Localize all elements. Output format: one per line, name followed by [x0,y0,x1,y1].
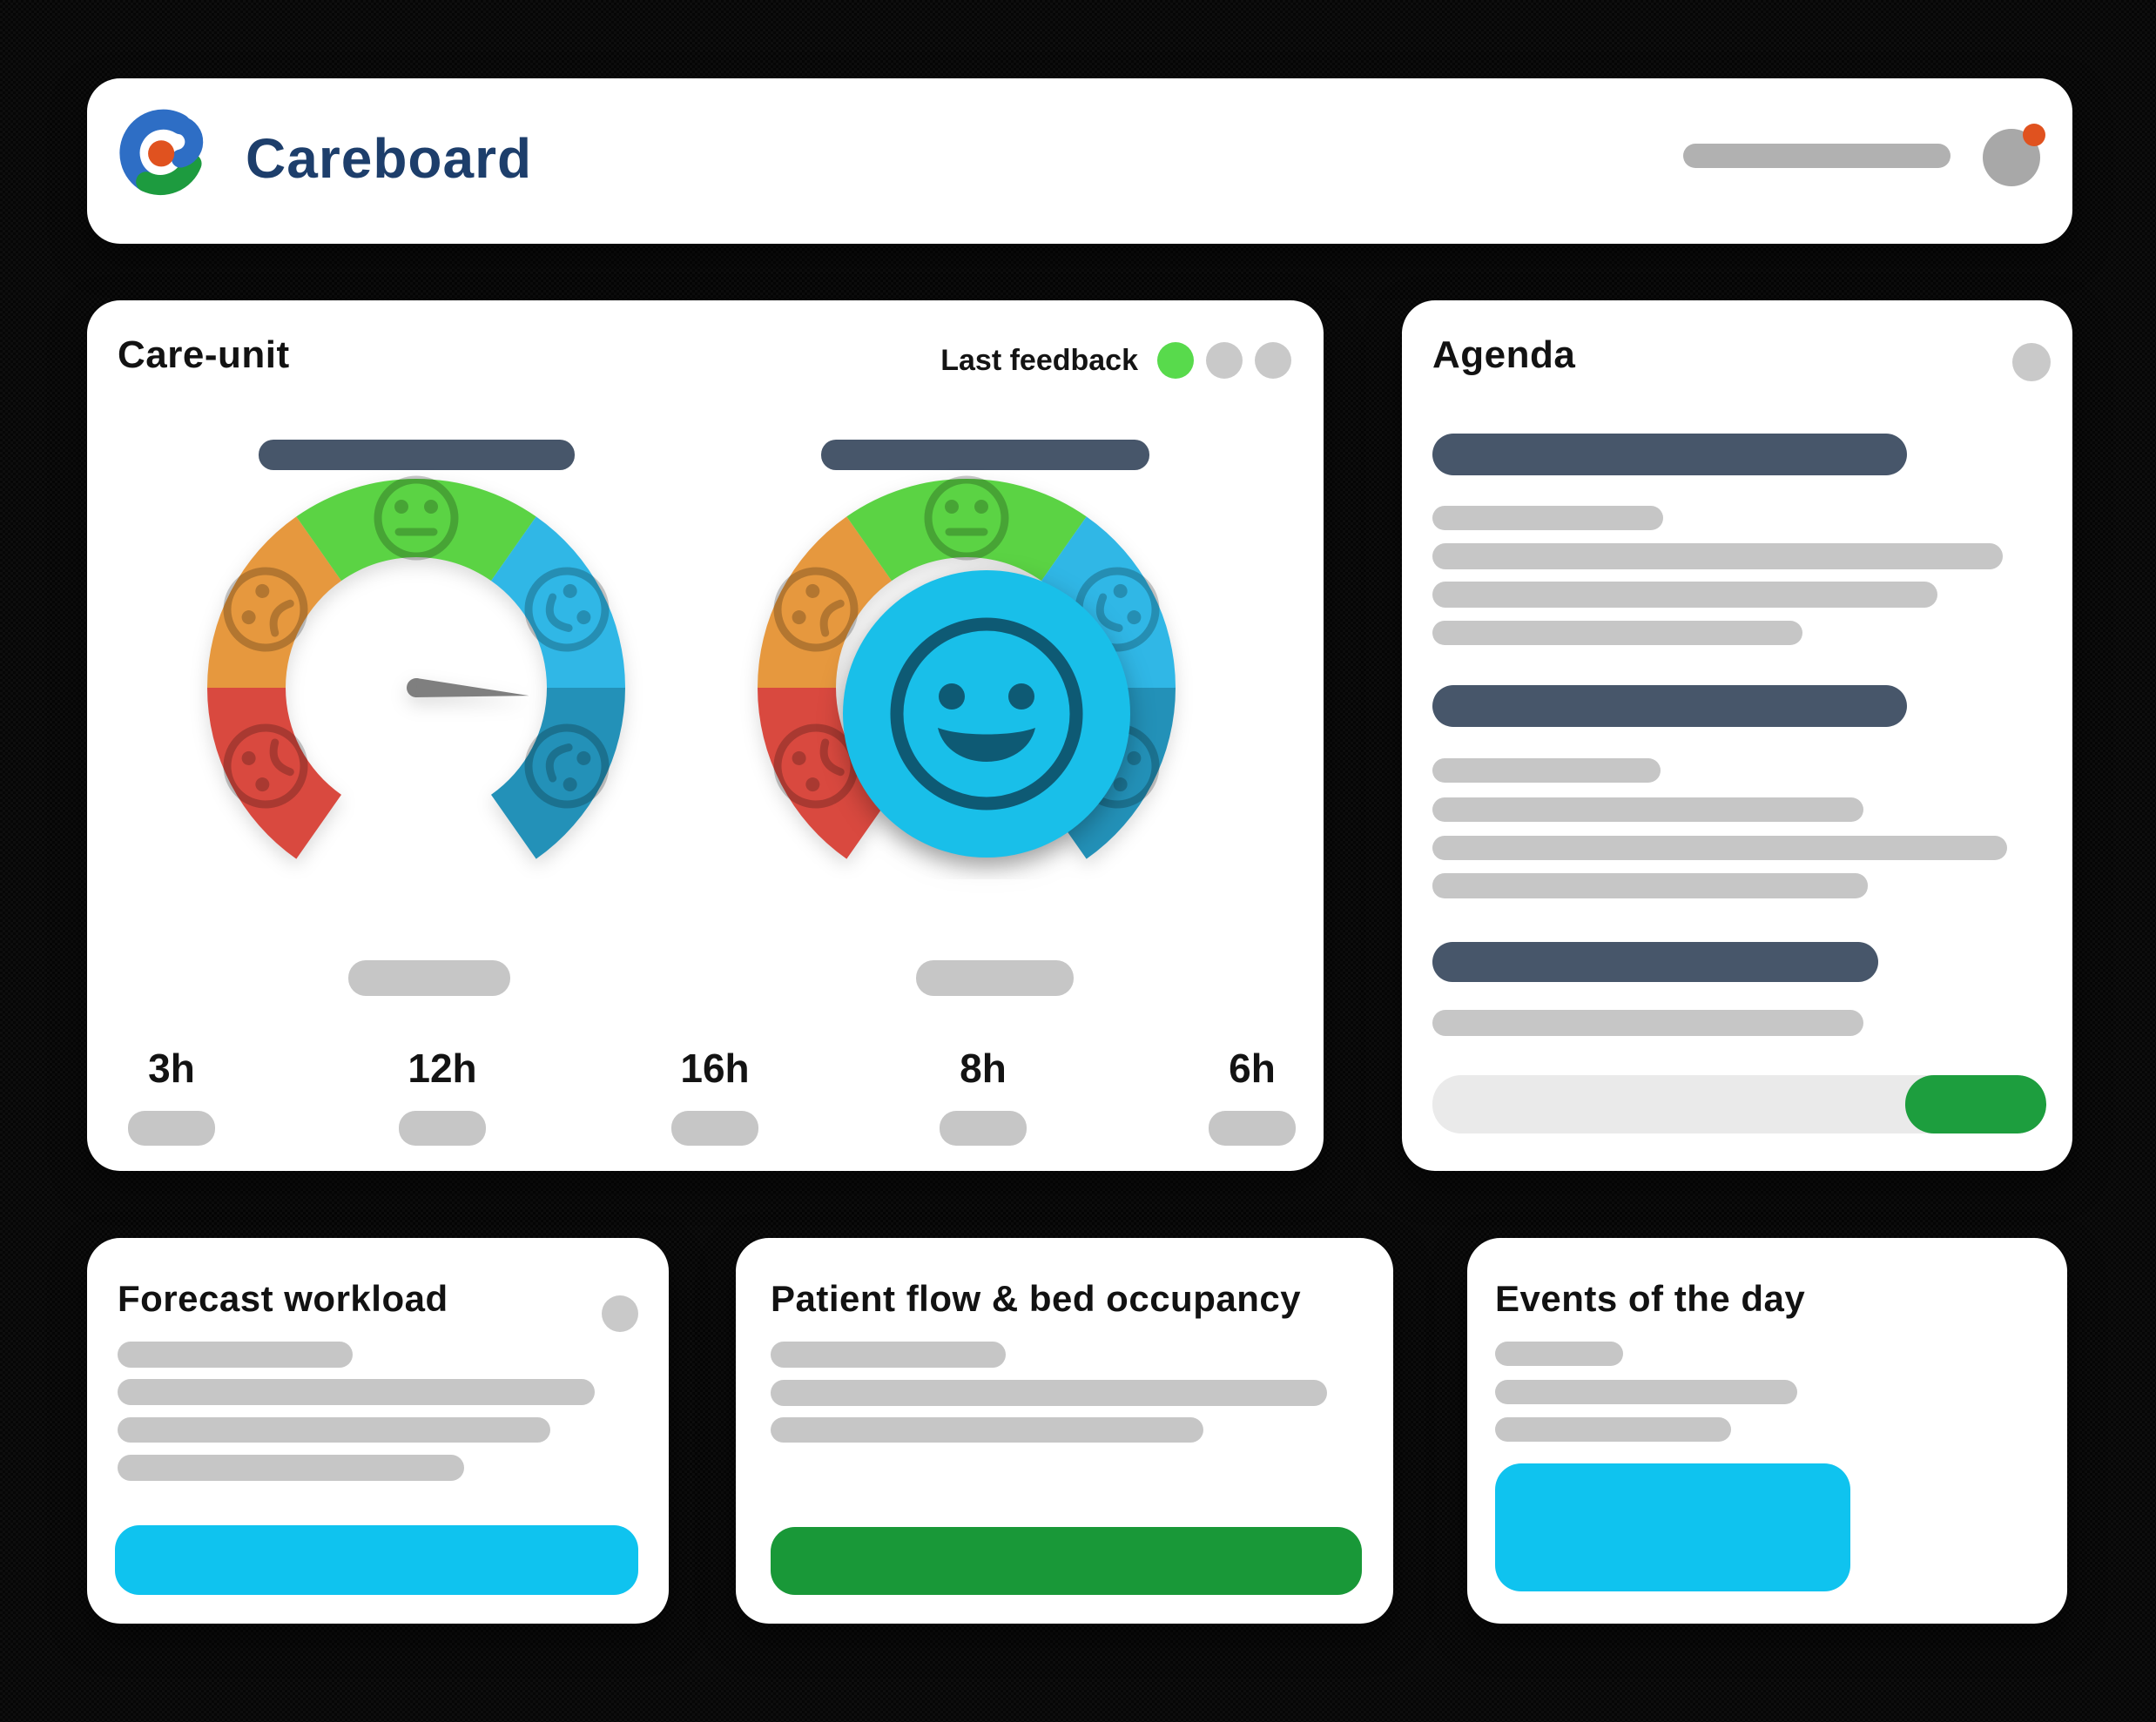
agenda-section-header-placeholder [1432,434,1907,475]
events-line-placeholder [1495,1342,1623,1366]
agenda-item-placeholder [1432,1010,1863,1036]
sad-face-icon [773,567,859,652]
agenda-item-placeholder [1432,582,1937,608]
gauge1-title-placeholder [259,440,575,470]
gauge2-title-placeholder [821,440,1149,470]
gauge-segment-unhappy[interactable] [207,516,341,688]
patient-flow-action-button[interactable] [771,1527,1362,1595]
happy-face-icon [890,617,1083,811]
agenda-item-placeholder [1432,836,2007,860]
forecast-action-button[interactable] [115,1525,638,1595]
gauge-segment-neutral[interactable] [846,478,1087,582]
gauge-segment-neutral[interactable] [296,478,536,582]
agenda-item-placeholder [1432,873,1868,898]
agenda-options-dot[interactable] [2012,343,2051,381]
feedback-dot-oldest[interactable] [1255,342,1291,379]
time-slot-placeholder [671,1111,758,1146]
app-header: Careboard [87,78,2072,244]
careboard-logo-icon [119,109,204,196]
forecast-line-placeholder [118,1455,464,1481]
neutral-face-icon [374,475,459,561]
time-slot-6h[interactable]: 6h [1182,1045,1322,1146]
agenda-progress-fill [1904,1075,2046,1133]
happy-face-icon [524,723,610,809]
time-slot-placeholder [1209,1111,1296,1146]
feedback-dot-older[interactable] [1206,342,1243,379]
gauge2-value-placeholder [916,960,1074,996]
events-line-placeholder [1495,1380,1797,1404]
time-label: 6h [1229,1046,1276,1091]
forecast-line-placeholder [118,1342,353,1368]
agenda-item-placeholder [1432,797,1863,822]
agenda-card: Agenda [1402,300,2072,1171]
agenda-item-placeholder [1432,543,2003,569]
forecast-line-placeholder [118,1417,550,1443]
gauge-segment-unhappy[interactable] [758,516,892,688]
time-slot-placeholder [399,1111,486,1146]
time-label: 16h [680,1046,750,1091]
care-unit-title: Care-unit [118,333,290,376]
forecast-line-placeholder [118,1379,595,1405]
feedback-gauge-needle [206,475,625,859]
time-label: 8h [960,1046,1007,1091]
patient-line-placeholder [771,1380,1327,1406]
agenda-section-header-placeholder [1432,942,1878,982]
forecast-title: Forecast workload [118,1278,448,1319]
gauge1-value-placeholder [348,960,510,996]
time-slot-8h[interactable]: 8h [913,1045,1053,1146]
header-menu-placeholder[interactable] [1683,144,1951,168]
time-slot-12h[interactable]: 12h [373,1045,512,1146]
agenda-progress-bar [1432,1075,2046,1133]
agenda-item-placeholder [1432,506,1663,530]
events-highlight-block[interactable] [1495,1463,1850,1591]
forecast-workload-card: Forecast workload [87,1238,669,1624]
selected-feedback-smiley[interactable] [843,570,1130,858]
agenda-item-placeholder [1432,621,1802,645]
events-title: Events of the day [1495,1278,1806,1319]
sad-face-icon [223,567,308,652]
care-unit-card: Care-unit Last feedback [87,300,1324,1171]
sad-face-icon [223,723,308,809]
time-label: 3h [148,1046,195,1091]
time-slot-3h[interactable]: 3h [102,1045,241,1146]
patient-flow-title: Patient flow & bed occupancy [771,1278,1302,1319]
agenda-item-placeholder [1432,758,1661,783]
feedback-dot-recent[interactable] [1157,342,1194,379]
gauge-segment-very-unhappy[interactable] [206,688,341,859]
time-slot-16h[interactable]: 16h [645,1045,785,1146]
time-slot-placeholder [940,1111,1027,1146]
gauge-segment-very-unhappy[interactable] [758,688,892,859]
gauge-segment-very-happy[interactable] [491,688,625,859]
selected-feedback-circle[interactable] [843,570,1130,858]
forecast-options-dot[interactable] [602,1295,638,1332]
agenda-title: Agenda [1432,333,1576,376]
time-label: 12h [408,1046,477,1091]
events-of-day-card: Events of the day [1467,1238,2067,1624]
gauge-segment-happy[interactable] [491,516,625,688]
neutral-face-icon [924,475,1009,561]
last-feedback-label: Last feedback [940,343,1138,377]
app-title: Careboard [246,127,533,190]
patient-line-placeholder [771,1417,1203,1443]
notification-dot-icon [2023,124,2045,146]
last-feedback-legend: Last feedback [940,342,1291,379]
patient-line-placeholder [771,1342,1006,1368]
feedback-gauge-selected [758,475,1176,859]
happy-face-icon [524,567,610,652]
agenda-section-header-placeholder [1432,685,1907,727]
time-slot-placeholder [128,1111,215,1146]
gauge-needle[interactable] [406,677,529,705]
patient-flow-card: Patient flow & bed occupancy [736,1238,1393,1624]
gauge-segment-happy[interactable] [1041,516,1176,688]
events-line-placeholder [1495,1417,1731,1442]
